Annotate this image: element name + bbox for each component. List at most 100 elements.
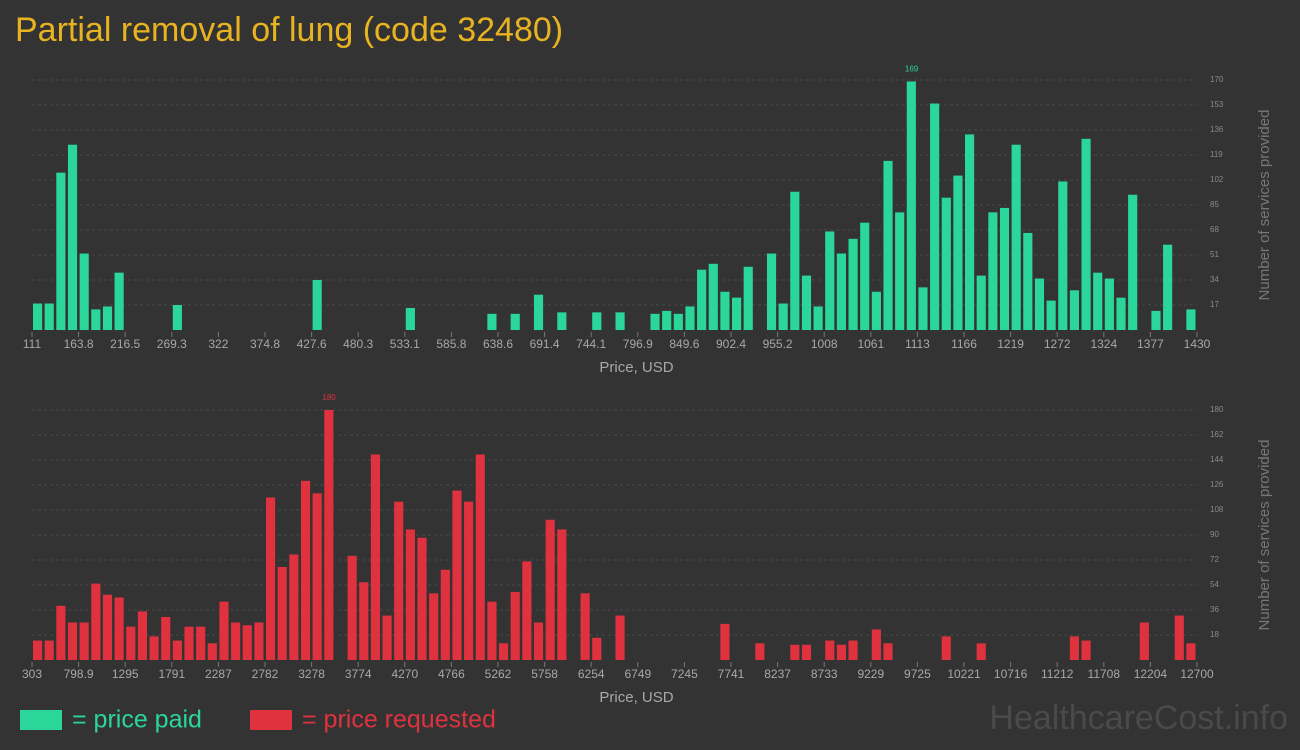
- x-tick-label: 1219: [997, 337, 1024, 351]
- x-tick-label: 798.9: [64, 667, 94, 681]
- bar: [813, 306, 823, 330]
- bar: [860, 222, 870, 330]
- y-tick-label: 85: [1210, 200, 1219, 209]
- bar: [743, 266, 753, 330]
- bar: [79, 253, 89, 330]
- y-tick-label: 180: [1210, 405, 1224, 414]
- bar: [708, 263, 718, 330]
- x-tick-label: 322: [208, 337, 228, 351]
- bar: [1011, 144, 1021, 330]
- bar: [906, 81, 916, 331]
- bar: [883, 643, 893, 660]
- bar: [848, 238, 858, 330]
- bar: [44, 640, 54, 660]
- bar: [56, 605, 66, 660]
- bar: [720, 291, 730, 330]
- bar: [1151, 310, 1161, 330]
- bar: [464, 501, 474, 660]
- bar: [1128, 194, 1138, 330]
- y-tick-label: 72: [1210, 555, 1219, 564]
- x-tick-label: 902.4: [716, 337, 746, 351]
- bar: [825, 231, 835, 330]
- bar: [1046, 300, 1056, 330]
- x-tick-label: 11708: [1088, 667, 1121, 681]
- bar: [883, 160, 893, 330]
- bar: [487, 313, 497, 330]
- bar: [33, 640, 43, 660]
- x-tick-label: 1324: [1090, 337, 1117, 351]
- x-tick-label: 3278: [298, 667, 325, 681]
- x-tick-label: 2287: [205, 667, 232, 681]
- legend-swatch: [20, 710, 62, 730]
- bar: [1174, 615, 1184, 660]
- bar: [1034, 278, 1045, 330]
- x-tick-label: 303: [22, 667, 42, 681]
- bar: [242, 625, 252, 660]
- bar: [429, 593, 439, 660]
- bar: [1058, 181, 1068, 330]
- bar: [615, 312, 625, 330]
- bar: [1186, 643, 1196, 660]
- bar: [766, 253, 777, 330]
- x-tick-label: 5262: [485, 667, 512, 681]
- bar: [732, 297, 742, 330]
- bar: [662, 310, 672, 330]
- peak-label: 169: [905, 65, 919, 74]
- bar: [102, 306, 113, 330]
- bar: [44, 303, 54, 330]
- bar: [941, 197, 951, 330]
- y-tick-label: 34: [1210, 275, 1219, 284]
- bar: [1116, 297, 1126, 330]
- bar: [91, 583, 101, 660]
- bar: [988, 212, 998, 330]
- x-tick-label: 1430: [1184, 337, 1211, 351]
- bar: [1093, 272, 1103, 330]
- y-tick-label: 51: [1210, 250, 1219, 259]
- y-tick-label: 36: [1210, 605, 1219, 614]
- bar: [1163, 244, 1173, 330]
- x-tick-label: 374.8: [250, 337, 280, 351]
- bar: [1104, 278, 1114, 330]
- bar: [254, 622, 264, 660]
- bar: [697, 269, 707, 330]
- y-tick-label: 119: [1210, 150, 1223, 159]
- x-tick-label: 269.3: [157, 337, 187, 351]
- bar: [533, 622, 544, 660]
- bar: [312, 280, 322, 330]
- bar: [592, 637, 602, 660]
- bar: [219, 601, 229, 660]
- bar: [67, 144, 78, 330]
- x-tick-label: 2782: [252, 667, 279, 681]
- bar: [289, 554, 299, 660]
- bar: [825, 640, 835, 660]
- y-tick-label: 18: [1210, 630, 1219, 639]
- bar: [871, 291, 881, 330]
- bar: [557, 312, 567, 330]
- bar: [405, 307, 415, 330]
- bar: [1186, 309, 1196, 330]
- x-axis-label: Price, USD: [599, 359, 673, 376]
- x-tick-label: 1061: [857, 337, 884, 351]
- bar: [277, 566, 287, 660]
- bar: [673, 313, 683, 330]
- bar: [499, 643, 509, 660]
- bar: [207, 643, 217, 660]
- y-tick-label: 153: [1210, 100, 1224, 109]
- x-tick-label: 111: [23, 337, 42, 351]
- bar: [778, 303, 788, 330]
- bar: [895, 212, 905, 330]
- x-tick-label: 1295: [112, 667, 139, 681]
- bar: [114, 597, 124, 660]
- bar: [522, 561, 532, 660]
- bar: [580, 593, 590, 660]
- y-tick-label: 162: [1210, 430, 1224, 439]
- bar: [359, 582, 369, 660]
- bar: [685, 306, 695, 330]
- bar: [510, 591, 520, 660]
- x-tick-label: 6749: [624, 667, 651, 681]
- bar: [918, 287, 928, 330]
- legend-label: = price paid: [72, 706, 202, 734]
- x-tick-label: 1791: [158, 667, 185, 681]
- bar: [347, 555, 357, 660]
- x-tick-label: 955.2: [763, 337, 793, 351]
